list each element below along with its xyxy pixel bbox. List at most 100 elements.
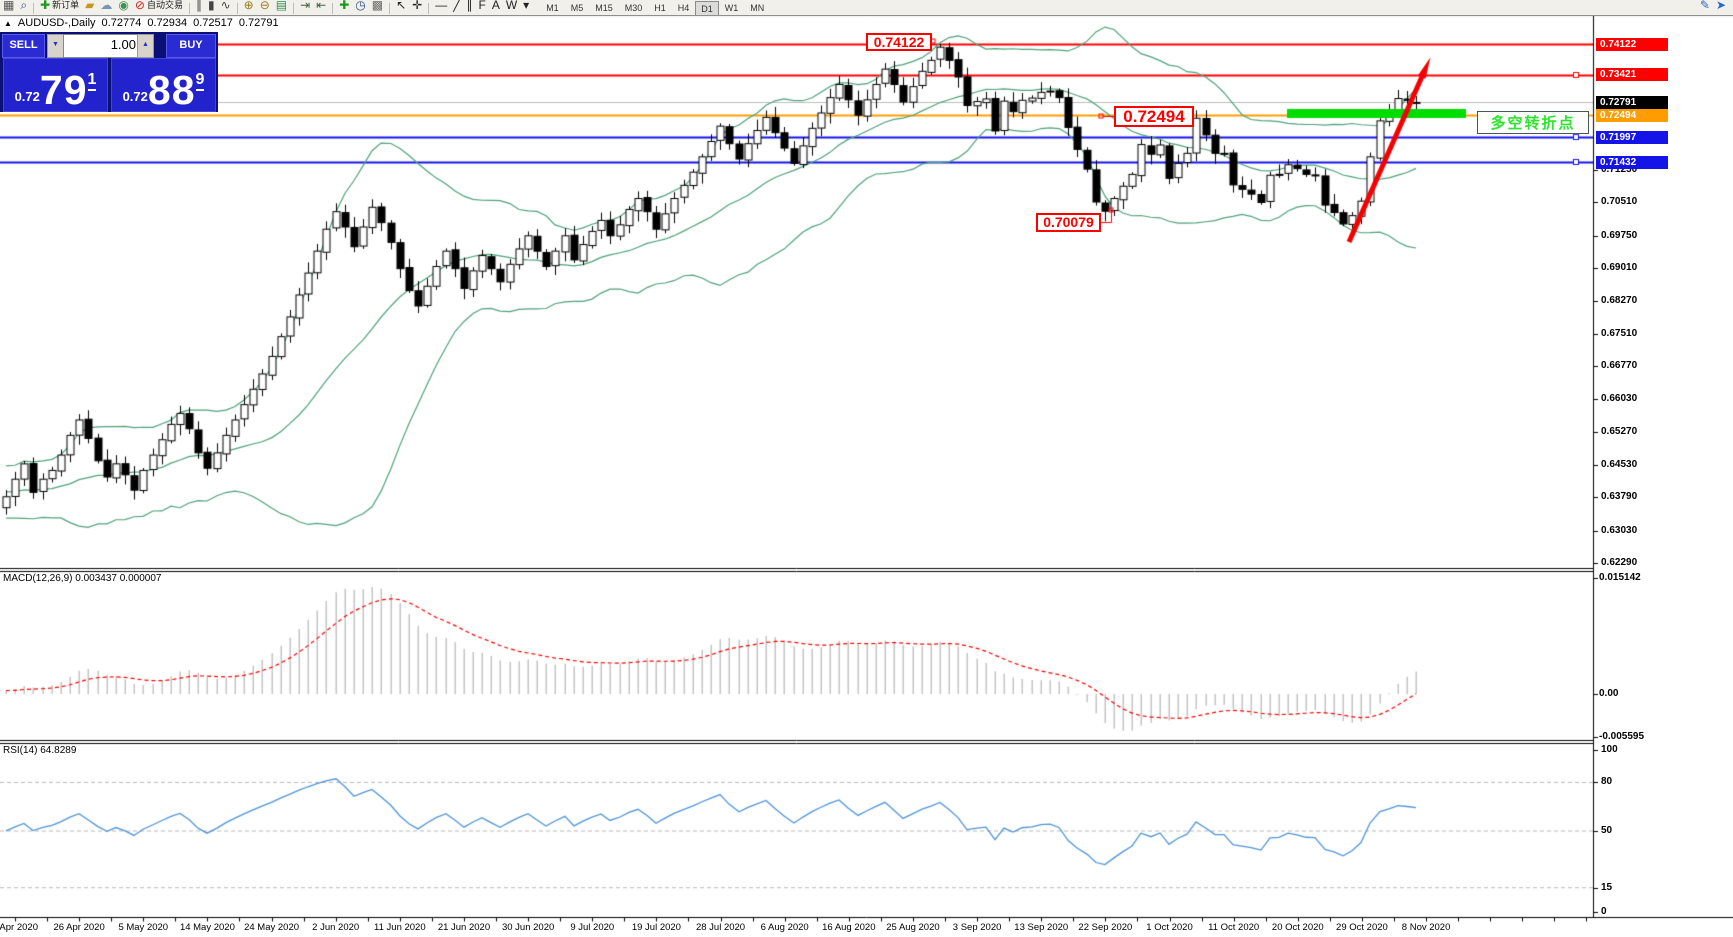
more-tools-icon[interactable]: ▾ (520, 0, 532, 15)
chart-shift-icon[interactable]: ⇤ (313, 0, 329, 15)
hline-tool-icon[interactable]: — (432, 0, 450, 15)
date-label-1[interactable]: 26 Apr 2020 (53, 922, 105, 933)
period-clock-icon[interactable]: ◷ (352, 0, 368, 15)
timeframe-m30[interactable]: M30 (624, 3, 643, 13)
date-label-21[interactable]: 29 Oct 2020 (1336, 922, 1388, 933)
collapse-triangle-icon[interactable]: ▲ (4, 18, 12, 28)
tile-windows-icon: ▤ (275, 0, 288, 12)
fibo-tool-icon[interactable]: F (475, 0, 488, 15)
date-label-19[interactable]: 11 Oct 2020 (1208, 922, 1260, 933)
channel-tool-icon[interactable]: ∥ (463, 0, 475, 15)
date-label-4[interactable]: 24 May 2020 (244, 922, 300, 933)
toolbar-separator (428, 3, 430, 14)
price-tick-0.65270: 0.65270 (1601, 426, 1638, 438)
zoom-in-icon: ⊕ (243, 0, 254, 12)
zoom-in-icon[interactable]: ⊕ (241, 0, 257, 15)
label-low[interactable]: 0.70079 (1036, 213, 1101, 232)
timeframe-m1[interactable]: M1 (546, 3, 559, 13)
buy-price-box[interactable]: 0.72 88 9 (111, 58, 216, 112)
arrows-tool-icon[interactable]: W (503, 0, 520, 15)
profiles-icon[interactable]: ⌕ (17, 0, 30, 15)
market-sound-icon: ◉ (118, 0, 129, 12)
volume-up-button[interactable]: ▲ (137, 34, 154, 58)
line-chart-icon[interactable]: ∿ (218, 0, 234, 15)
date-label-18[interactable]: 1 Oct 2020 (1146, 922, 1193, 933)
chat-icon[interactable]: ➤ (1715, 0, 1726, 12)
date-label-6[interactable]: 11 Jun 2020 (374, 922, 426, 933)
date-label-22[interactable]: 8 Nov 2020 (1401, 922, 1451, 933)
date-label-20[interactable]: 20 Oct 2020 (1271, 922, 1324, 933)
date-label-11[interactable]: 28 Jul 2020 (695, 922, 746, 933)
price-tag-0.71997: 0.71997 (1596, 130, 1668, 144)
bar-chart-icon[interactable]: ∥ (193, 0, 205, 15)
trendline-tool-icon[interactable]: ╱ (450, 0, 463, 15)
add-indicator-icon[interactable]: ✚ (336, 0, 352, 15)
market-sound-icon[interactable]: ◉ (115, 0, 131, 15)
rsi-label: RSI(14) 64.8289 (3, 745, 77, 756)
timeframe-m5[interactable]: M5 (570, 3, 584, 13)
zoom-out-icon: ⊖ (259, 0, 270, 12)
buy-price-prefix: 0.72 (122, 89, 148, 104)
label-high[interactable]: 0.74122 (866, 33, 932, 51)
timeframe-m15[interactable]: M15 (595, 3, 613, 13)
arrows-tool-icon: W (505, 0, 518, 12)
toolbar-right-icons: ✎ ➤ (1697, 0, 1733, 15)
volume-down-button[interactable]: ▼ (47, 34, 64, 58)
edit-pen-icon[interactable]: ✎ (1699, 0, 1710, 12)
timeframe-d1[interactable]: D1 (695, 1, 719, 15)
date-label-14[interactable]: 25 Aug 2020 (886, 922, 940, 933)
tile-windows-icon[interactable]: ▤ (273, 0, 290, 15)
date-label-7[interactable]: 21 Jun 2020 (437, 922, 491, 933)
date-label-0[interactable]: 6 Apr 2020 (0, 922, 38, 933)
timeframe-w1[interactable]: W1 (724, 3, 739, 13)
price-tick-0.62290: 0.62290 (1601, 556, 1638, 568)
hline-tool-icon: — (435, 0, 448, 12)
date-label-17[interactable]: 22 Sep 2020 (1078, 922, 1133, 933)
crosshair-icon: ✛ (412, 0, 423, 12)
candle-chart-icon[interactable]: ▮ (205, 0, 218, 15)
new-chart-icon[interactable]: ▦ (0, 0, 17, 15)
sell-price-big: 79 (39, 67, 88, 113)
pivot-note[interactable]: 多空转折点 (1477, 111, 1589, 134)
wallet-icon[interactable]: ▰ (82, 0, 97, 15)
date-label-12[interactable]: 6 Aug 2020 (760, 922, 809, 933)
add-indicator-icon: ✚ (339, 0, 350, 12)
crosshair-icon[interactable]: ✛ (409, 0, 425, 15)
date-label-5[interactable]: 2 Jun 2020 (312, 922, 360, 933)
timeframe-mn[interactable]: MN (750, 3, 765, 13)
auto-scroll-icon[interactable]: ⇥ (297, 0, 313, 15)
timeframe-h4[interactable]: H4 (677, 3, 690, 13)
rsi-tick-80: 80 (1601, 776, 1613, 788)
sell-price-box[interactable]: 0.72 79 1 (3, 58, 108, 112)
label-pivot[interactable]: 0.72494 (1114, 106, 1194, 127)
price-tag-0.72791: 0.72791 (1596, 95, 1668, 109)
high-value: 0.72934 (147, 17, 188, 29)
new-chart-icon: ▦ (3, 0, 15, 12)
date-label-13[interactable]: 16 Aug 2020 (822, 922, 876, 933)
date-label-16[interactable]: 13 Sep 2020 (1014, 922, 1069, 933)
autotrading-icon[interactable]: ⊘ 自动交易 (132, 0, 186, 15)
date-label-3[interactable]: 14 May 2020 (179, 922, 235, 933)
autotrading-icon-label: 自动交易 (146, 0, 183, 10)
date-label-2[interactable]: 5 May 2020 (118, 922, 169, 933)
zoom-out-icon[interactable]: ⊖ (257, 0, 273, 15)
date-label-10[interactable]: 19 Jul 2020 (631, 922, 681, 933)
sell-button[interactable]: SELL (2, 34, 45, 58)
new-order-icon[interactable]: ✚ 新订单 (37, 0, 82, 15)
timeframe-h1[interactable]: H1 (654, 3, 666, 13)
price-tick-0.63030: 0.63030 (1601, 524, 1638, 536)
date-label-8[interactable]: 30 Jun 2020 (501, 922, 555, 933)
buy-button[interactable]: BUY (166, 34, 216, 58)
date-label-15[interactable]: 3 Sep 2020 (952, 922, 1002, 933)
template-icon[interactable]: ▩ (369, 0, 386, 15)
volume-field[interactable]: 1.00 (63, 34, 143, 58)
cloud-icon[interactable]: ☁ (97, 0, 115, 15)
wallet-icon: ▰ (85, 0, 95, 12)
toolbar-separator (389, 3, 391, 14)
open-value: 0.72774 (101, 17, 142, 29)
cursor-icon[interactable]: ↖ (393, 0, 409, 15)
rsi-tick-50: 50 (1601, 825, 1613, 836)
text-tool-icon[interactable]: A (489, 0, 503, 15)
date-label-9[interactable]: 9 Jul 2020 (570, 922, 615, 933)
